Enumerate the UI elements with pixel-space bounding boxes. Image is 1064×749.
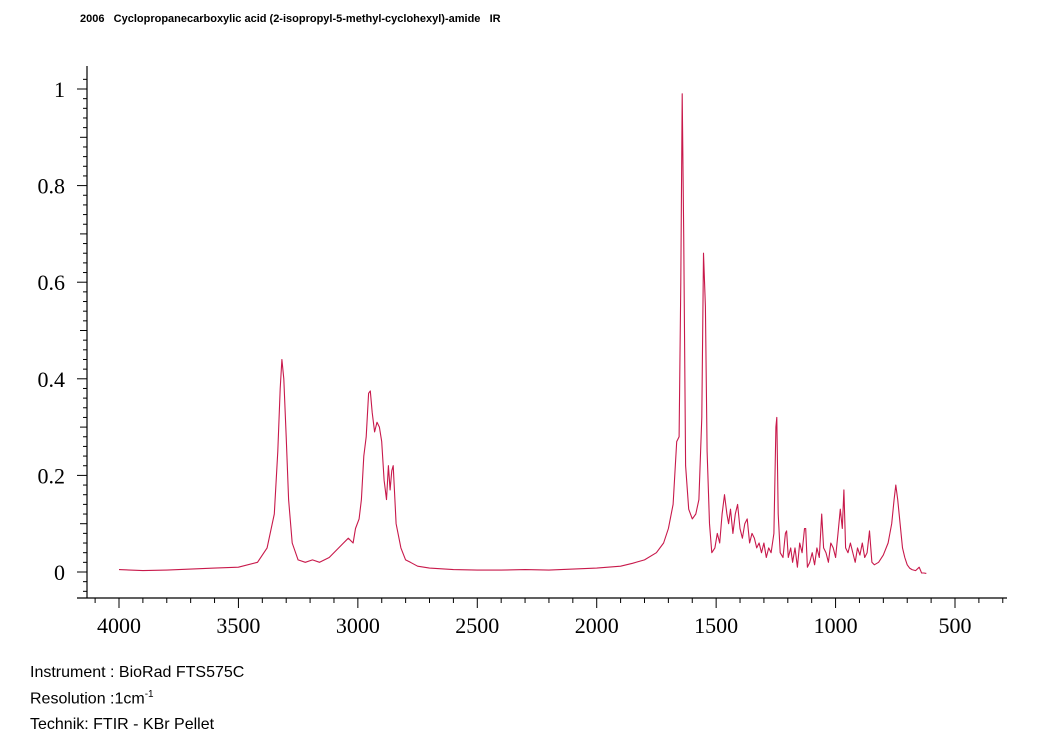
x-tick-label: 4000 bbox=[97, 613, 141, 638]
chart-title: 2006 Cyclopropanecarboxylic acid (2-isop… bbox=[80, 13, 501, 25]
x-tick-label: 3500 bbox=[216, 613, 260, 638]
y-tick-label: 0.4 bbox=[38, 367, 66, 392]
y-tick-label: 1 bbox=[54, 77, 65, 102]
y-tick-label: 0 bbox=[54, 560, 65, 585]
ir-spectrum-chart: 0 0.2 0.4 0.6 0.8 1 4000 3500 3000 2500 2000 1500 10… bbox=[38, 66, 1007, 638]
chart-axes bbox=[77, 66, 1007, 599]
chart-tick-labels: 0 0.2 0.4 0.6 0.8 1 4000 3500 3000 2500 2000 1500 10… bbox=[38, 77, 972, 638]
resolution-value: Resolution :1cm bbox=[30, 690, 145, 708]
x-tick-label: 1500 bbox=[694, 613, 738, 638]
spectrum-line bbox=[118, 93, 927, 574]
y-tick-label: 0.2 bbox=[38, 463, 66, 488]
instrument-label: Instrument : BioRad FTS575C bbox=[30, 664, 245, 681]
x-tick-label: 2500 bbox=[455, 613, 499, 638]
chart-series bbox=[118, 93, 927, 574]
resolution-exponent: -1 bbox=[144, 689, 154, 700]
y-tick-label: 0.8 bbox=[38, 174, 66, 199]
y-tick-label: 0.6 bbox=[38, 270, 66, 295]
resolution-label: Resolution :1cm-1 bbox=[30, 689, 154, 708]
x-tick-label: 2000 bbox=[575, 613, 619, 638]
chart-ticks bbox=[77, 78, 1004, 608]
x-tick-label: 3000 bbox=[336, 613, 380, 638]
x-tick-label: 500 bbox=[939, 613, 972, 638]
x-tick-label: 1000 bbox=[814, 613, 858, 638]
technique-label: Technik: FTIR - KBr Pellet bbox=[30, 716, 215, 733]
